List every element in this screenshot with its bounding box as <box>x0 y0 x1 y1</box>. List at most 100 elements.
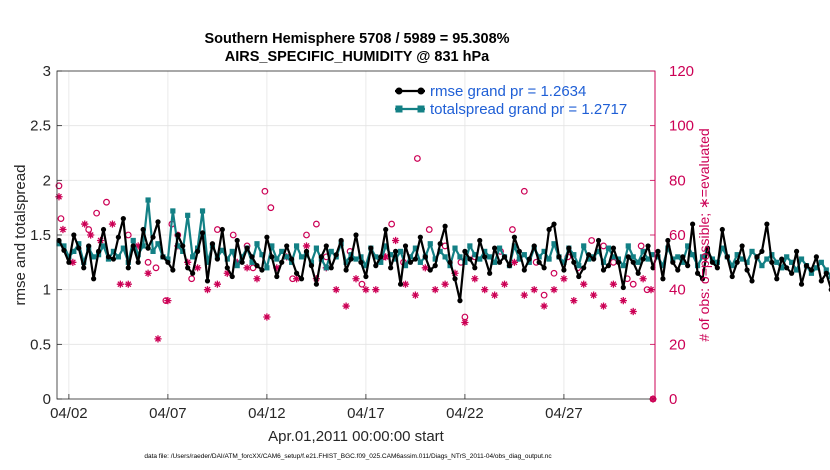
totalspread-point <box>645 256 651 262</box>
rmse-point <box>670 259 676 265</box>
rmse-point <box>249 254 255 260</box>
rmse-point <box>536 259 542 265</box>
totalspread-point <box>546 256 552 262</box>
totalspread-point <box>784 254 790 260</box>
obs-possible-point <box>144 258 152 266</box>
rmse-point <box>279 259 285 265</box>
totalspread-point <box>600 259 607 265</box>
rmse-point <box>289 256 295 262</box>
rmse-point <box>511 234 518 240</box>
totalspread-point <box>660 263 666 269</box>
rmse-point <box>308 263 315 269</box>
totalspread-point <box>774 259 780 265</box>
rmse-point <box>204 278 211 284</box>
rmse-point <box>665 237 671 244</box>
totalspread-point <box>175 243 181 249</box>
rmse-point <box>729 273 735 280</box>
rmse-point <box>808 267 815 273</box>
obs-evaluated-point <box>59 225 67 234</box>
obs-evaluated-point <box>352 275 360 283</box>
totalspread-point <box>229 248 235 254</box>
obs-possible-point <box>152 264 160 272</box>
totalspread-point <box>685 243 691 249</box>
rmse-point <box>610 245 617 251</box>
obs-evaluated-point <box>87 231 95 239</box>
rmse-point <box>650 265 656 271</box>
rmse-point <box>333 252 339 258</box>
y-tick-label: 2 <box>43 172 51 189</box>
totalspread-point <box>81 259 87 265</box>
obs-evaluated-point <box>441 280 449 288</box>
obs-evaluated-point <box>520 291 528 299</box>
rmse-point <box>754 254 760 260</box>
rmse-point <box>734 259 740 265</box>
totalspread-point <box>298 254 305 260</box>
totalspread-point <box>393 256 399 262</box>
rmse-point <box>194 248 201 254</box>
rmse-point <box>115 234 121 240</box>
rmse-point <box>368 245 374 251</box>
legend-rmse-label: rmse grand pr = 1.2634 <box>430 83 586 100</box>
rmse-point <box>150 234 156 240</box>
totalspread-point <box>110 248 117 254</box>
totalspread-point <box>526 259 532 265</box>
legend-spread-label: totalspread grand pr = 1.2717 <box>430 101 627 118</box>
totalspread-point <box>432 256 438 262</box>
obs-evaluated-point <box>332 286 340 294</box>
legend-rmse-marker <box>417 87 425 95</box>
legend: rmse grand pr = 1.2634 totalspread grand… <box>395 83 627 118</box>
rmse-point <box>353 232 359 238</box>
totalspread-point <box>120 245 126 251</box>
rmse-point <box>199 230 206 236</box>
rmse-point <box>561 267 567 273</box>
totalspread-point <box>680 259 686 265</box>
rmse-point <box>165 259 171 265</box>
rmse-point <box>779 256 785 262</box>
y2-tick-label: 40 <box>669 282 686 299</box>
totalspread-point <box>581 243 587 249</box>
legend-spread-marker <box>417 105 425 113</box>
rmse-point <box>576 273 582 280</box>
rmse-point <box>640 256 646 262</box>
totalspread-point <box>749 248 755 254</box>
rmse-point <box>556 254 562 260</box>
rmse-point <box>86 243 92 249</box>
rmse-point <box>769 259 775 265</box>
obs-possible-point <box>637 242 645 250</box>
totalspread-point <box>219 247 225 253</box>
rmse-point <box>254 263 260 269</box>
obs-evaluated-point <box>213 280 221 288</box>
rmse-point <box>586 252 592 258</box>
rmse-point <box>328 265 334 271</box>
totalspread-point <box>813 265 819 271</box>
obs-evaluated-point <box>530 286 538 294</box>
rmse-point <box>378 254 384 260</box>
obs-evaluated-point <box>134 242 142 250</box>
rmse-point <box>229 273 235 280</box>
totalspread-point <box>605 245 612 251</box>
rmse-point <box>615 259 621 265</box>
rmse-point <box>383 226 389 233</box>
totalspread-point <box>328 248 334 254</box>
obs-evaluated-series <box>55 193 657 403</box>
y-tick-label: 3 <box>43 63 51 80</box>
totalspread-point <box>610 254 617 260</box>
rmse-point <box>427 267 433 273</box>
totalspread-point <box>427 241 433 247</box>
rmse-point <box>91 276 97 282</box>
totalspread-point <box>115 254 121 260</box>
obs-evaluated-point <box>382 253 390 261</box>
rmse-point <box>145 245 151 251</box>
rmse-point <box>739 243 745 249</box>
rmse-point <box>190 270 196 276</box>
obs-evaluated-point <box>302 242 311 250</box>
chart-title-line1: Southern Hemisphere 5708 / 5989 = 95.308… <box>204 31 509 47</box>
obs-evaluated-point <box>342 302 350 310</box>
rmse-point <box>506 263 513 269</box>
rmse-point <box>482 254 488 260</box>
rmse-point <box>635 270 641 276</box>
totalspread-point <box>472 252 478 258</box>
totalspread-point <box>516 256 522 262</box>
rmse-point <box>571 259 577 265</box>
